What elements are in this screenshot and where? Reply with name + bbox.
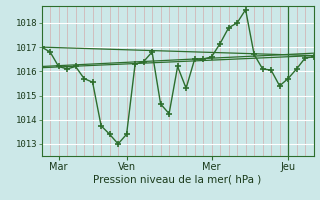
X-axis label: Pression niveau de la mer( hPa ): Pression niveau de la mer( hPa ) xyxy=(93,174,262,184)
